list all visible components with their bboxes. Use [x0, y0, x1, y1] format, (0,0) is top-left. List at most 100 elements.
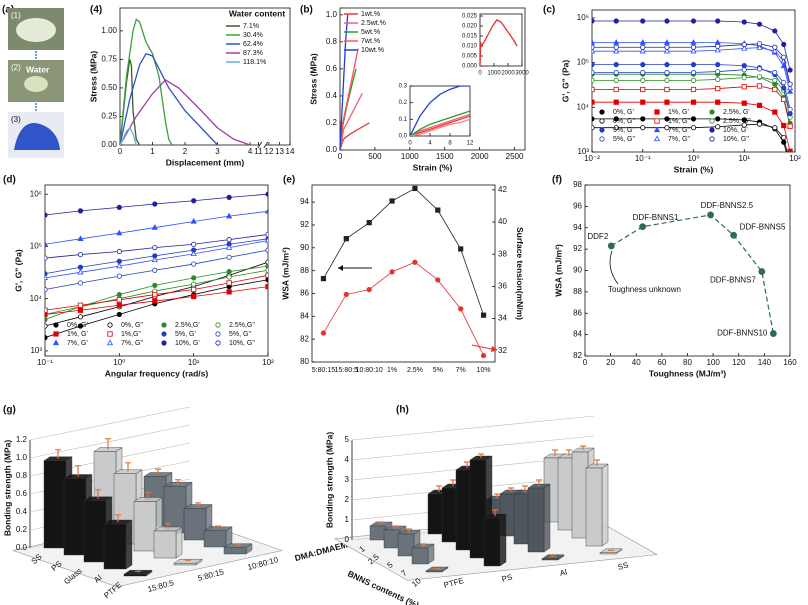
legend-label: 0%, G' [613, 109, 634, 116]
legend-label: 2.5%,G" [229, 322, 255, 329]
series [120, 18, 173, 145]
marker [215, 331, 221, 337]
x-axis-label: Angular frequency (rad/s) [105, 368, 209, 378]
error-bar [155, 468, 161, 475]
error-bar [215, 525, 221, 529]
error-bar [175, 479, 181, 485]
error-bar [55, 449, 61, 459]
x-tick-label: 10² [789, 154, 801, 163]
marker [412, 185, 418, 192]
series [320, 259, 487, 359]
marker [215, 322, 221, 328]
y-tick-label: 88 [573, 287, 582, 296]
series-line [120, 126, 137, 145]
legend-label: 2.5wt.% [361, 20, 386, 27]
marker [690, 99, 697, 105]
marker [77, 314, 84, 320]
marker [756, 121, 763, 127]
marker [480, 352, 487, 359]
marker [265, 231, 268, 238]
y-tick-label: 5 [345, 435, 350, 444]
y-tick-label: 4 [345, 455, 350, 464]
marker [741, 19, 747, 25]
marker [320, 276, 327, 282]
column-label: Al [559, 567, 568, 578]
legend-label: 5wt.% [361, 29, 380, 36]
series [45, 247, 268, 293]
error-bar [508, 487, 514, 492]
marker [45, 271, 48, 277]
x-tick-label: 15:80:5 [335, 367, 358, 374]
bar-side [543, 483, 551, 553]
marker [116, 273, 122, 279]
x-tick-label: 0 [583, 358, 588, 367]
bar [585, 467, 603, 547]
marker [741, 67, 747, 73]
x-tick-label: 100 [706, 358, 720, 367]
series-line [340, 122, 370, 150]
x-tick-label: 1500 [436, 152, 454, 161]
legend-label: 7%, G" [121, 340, 143, 347]
plot-frame [479, 13, 523, 67]
marker [265, 284, 268, 290]
marker [663, 47, 671, 54]
panel-label: (h) [396, 405, 409, 416]
legend-label: 5%, G' [175, 331, 196, 338]
error-bar [420, 543, 426, 546]
marker [592, 116, 595, 122]
x-tick-label: 80 [683, 358, 692, 367]
marker [786, 88, 794, 94]
marker [613, 47, 620, 54]
bar [425, 570, 443, 573]
panel-label: (4) [90, 5, 102, 16]
marker [664, 62, 670, 68]
y-tick-label: 0.0 [16, 543, 28, 552]
arrow [609, 250, 619, 285]
marker [215, 340, 221, 346]
arrowhead [338, 265, 343, 271]
photo-sample [24, 76, 48, 92]
y-tick-label: 90 [300, 243, 309, 252]
marker [116, 262, 123, 269]
bar [469, 459, 487, 559]
marker [640, 86, 646, 93]
marker [756, 21, 763, 27]
marker [343, 291, 349, 298]
x-tick-label: 4 [248, 147, 253, 156]
marker [640, 44, 646, 50]
marker [756, 74, 763, 80]
x-tick-label: 4 [428, 141, 432, 147]
y-axis-label: G', G" (Pa) [13, 249, 23, 292]
y-tick-label: 0.4 [16, 507, 28, 516]
marker [107, 331, 113, 337]
marker [787, 123, 793, 129]
marker [190, 250, 197, 257]
marker [77, 264, 84, 270]
series [592, 74, 793, 120]
legend-label: 5%, G" [613, 136, 635, 143]
y-tick-label: 80 [300, 357, 309, 366]
x-tick-label: 140 [758, 358, 772, 367]
marker [715, 18, 721, 24]
marker [756, 83, 763, 89]
error-bar [115, 514, 121, 522]
error-bar [392, 525, 398, 528]
photo-sample [16, 18, 56, 42]
marker [116, 229, 123, 236]
marker [592, 125, 595, 131]
point-label: DDF-BNNS2.5 [701, 201, 754, 210]
x-tick-label: 20 [606, 358, 615, 367]
marker [265, 272, 268, 278]
series [340, 14, 349, 150]
legend-label: 7wt.% [361, 38, 380, 45]
bar [223, 547, 247, 555]
x-axis-label: Toughness (MJ/m³) [649, 368, 726, 378]
marker [264, 237, 268, 243]
marker [640, 99, 646, 105]
legend-label: 87.3% [243, 50, 263, 57]
marker [613, 99, 619, 105]
step-label: (1) [11, 11, 21, 20]
bar-side [601, 463, 609, 547]
marker [53, 331, 59, 337]
